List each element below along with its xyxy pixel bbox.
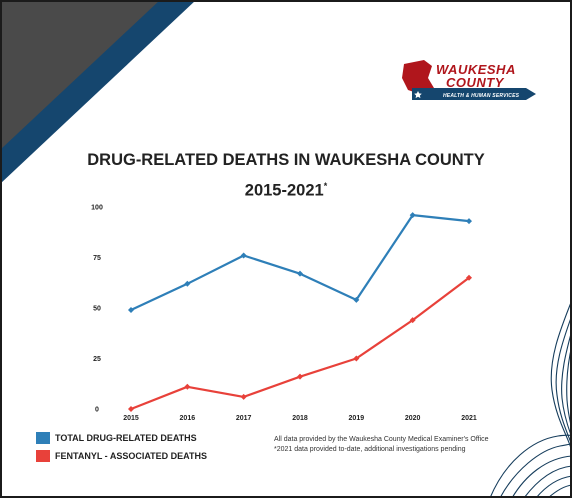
data-point-0-2021 [466,218,472,225]
logo-text-waukesha: WAUKESHA [436,62,516,77]
series-line-1 [130,276,470,411]
data-point-0-2019 [353,296,360,303]
logo-star-icon [414,91,422,99]
x-tick-label-2019: 2019 [349,415,365,422]
corner-decoration [0,0,196,184]
data-point-1-2021 [466,274,472,281]
y-tick-label-4: 100 [91,205,103,212]
data-point-1-2018 [297,373,303,380]
x-tick-label-2017: 2017 [236,415,252,422]
chart-subtitle-text: 2015-2021 [244,181,324,200]
pending-note: *2021 data provided to-date, additional … [274,446,466,453]
x-tick-label-2020: 2020 [405,415,421,422]
data-point-1-2017 [240,393,247,400]
chart-subtitle: 2015-2021* [0,181,572,201]
y-tick-label-0: 0 [95,407,99,414]
data-point-1-2015 [128,406,134,412]
data-point-0-2017 [240,252,247,259]
legend-swatch-fentanyl [36,450,50,462]
data-point-0-2015 [128,307,134,314]
chart-subtitle-mark: * [323,181,328,191]
x-tick-label-2016: 2016 [180,415,196,422]
data-point-1-2016 [184,383,191,390]
source-note: All data provided by the Waukesha County… [274,436,489,443]
legend-label-fentanyl: FENTANYL - ASSOCIATED DEATHS [55,451,208,461]
data-point-1-2020 [409,317,416,324]
y-tick-label-1: 25 [93,356,101,363]
y-tick-label-2: 50 [93,306,101,313]
data-point-0-2020 [409,212,416,219]
corner-gray-band [0,0,160,150]
waukesha-county-logo [402,60,536,100]
data-point-0-2016 [184,280,191,287]
x-tick-label-2021: 2021 [461,415,477,422]
logo-text-county: COUNTY [446,75,504,90]
x-tick-label-2015: 2015 [123,415,139,422]
data-point-0-2018 [297,270,303,277]
data-point-1-2019 [353,355,360,362]
logo-arrow-band [412,88,536,100]
logo-text-sub: HEALTH & HUMAN SERVICES [443,93,520,99]
county-map-shape [402,60,434,94]
legend-label-total: TOTAL DRUG-RELATED DEATHS [55,433,197,443]
x-tick-label-2018: 2018 [292,415,308,422]
y-tick-label-3: 75 [93,255,101,262]
legend-swatch-total [36,432,50,444]
chart-title: DRUG-RELATED DEATHS IN WAUKESHA COUNTY [87,151,485,169]
series-line-0 [130,214,470,311]
